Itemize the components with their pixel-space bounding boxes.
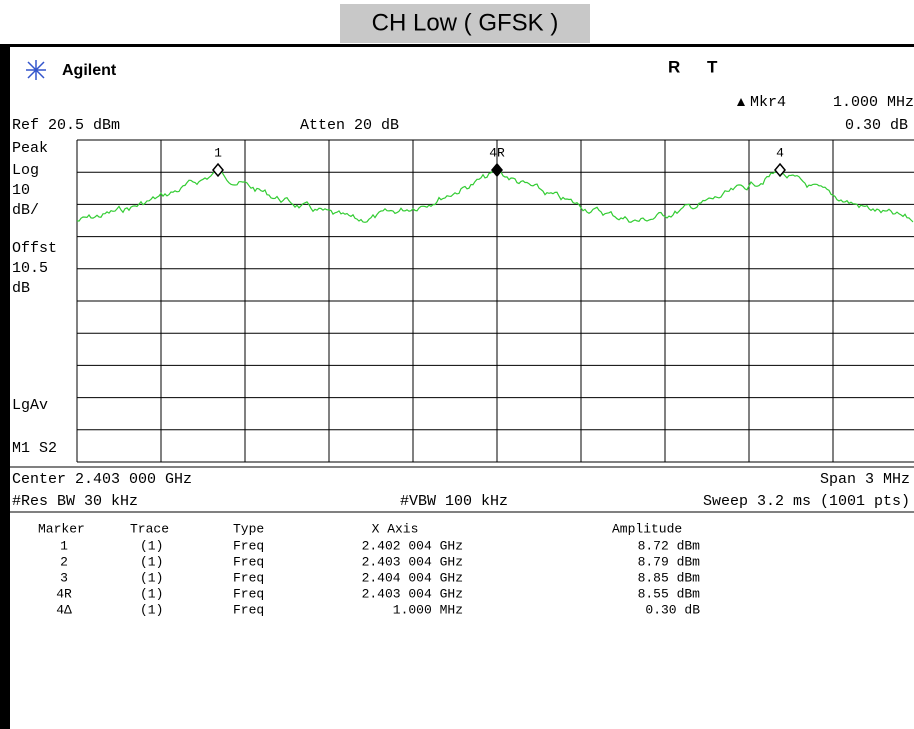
scale-label: LgAv xyxy=(12,397,48,414)
scale-label: Offst xyxy=(12,240,57,257)
graticule xyxy=(76,139,914,463)
table-cell: 1 xyxy=(60,538,68,553)
res-bw: #Res BW 30 kHz xyxy=(12,493,138,510)
marker-label: 4 xyxy=(776,145,784,160)
trace xyxy=(76,168,914,223)
table-header: Type xyxy=(233,521,264,536)
title-box xyxy=(340,4,590,43)
marker-name: Mkr4 xyxy=(750,94,786,111)
scale-label: Peak xyxy=(12,140,48,157)
frame-top xyxy=(0,44,914,47)
marker-value: 1.000 MHz xyxy=(833,94,914,111)
table-cell: 8.85 dBm xyxy=(638,570,701,585)
table-header: X Axis xyxy=(372,521,419,536)
table-cell: 8.55 dBm xyxy=(638,586,701,601)
table-cell: Freq xyxy=(233,602,264,617)
center-freq: Center 2.403 000 GHz xyxy=(12,471,192,488)
marker-diamond xyxy=(212,162,224,178)
table-header: Amplitude xyxy=(612,521,682,536)
brand: Agilent xyxy=(62,62,117,79)
table-cell: 4Δ xyxy=(56,602,72,617)
table-cell: 8.79 dBm xyxy=(638,554,701,569)
table-cell: 4R xyxy=(56,586,72,601)
table-cell: 2.404 004 GHz xyxy=(362,570,463,585)
title: CH Low ( GFSK ) xyxy=(372,9,559,36)
marker-label: 1 xyxy=(214,145,222,160)
scale-label: dB/ xyxy=(12,202,39,219)
table-cell: 3 xyxy=(60,570,68,585)
marker-delta: 0.30 dB xyxy=(845,117,908,134)
scale-label: M1 S2 xyxy=(12,440,57,457)
table-header: Trace xyxy=(130,521,169,536)
table-cell: (1) xyxy=(140,538,163,553)
scale-label: 10 xyxy=(12,182,30,199)
frame-left xyxy=(0,44,10,729)
marker-diamond xyxy=(491,162,503,178)
delta-icon xyxy=(737,98,745,106)
table-cell: 2 xyxy=(60,554,68,569)
scale-label: dB xyxy=(12,280,30,297)
table-cell: 2.403 004 GHz xyxy=(362,586,463,601)
table-cell: 1.000 MHz xyxy=(393,602,463,617)
table-header: Marker xyxy=(38,521,85,536)
table-cell: (1) xyxy=(140,570,163,585)
span: Span 3 MHz xyxy=(820,471,910,488)
marker-label: 4R xyxy=(489,145,505,160)
table-cell: (1) xyxy=(140,602,163,617)
status: R xyxy=(668,57,680,76)
vbw: #VBW 100 kHz xyxy=(400,493,508,510)
scale-label: 10.5 xyxy=(12,260,48,277)
marker-table: Marker Trace Type X Axis Amplitude 1 (1) Freq 2.… xyxy=(38,521,700,617)
table-cell: Freq xyxy=(233,586,264,601)
table-cell: Freq xyxy=(233,538,264,553)
table-cell: Freq xyxy=(233,570,264,585)
table-cell: 2.403 004 GHz xyxy=(362,554,463,569)
attenuation: Atten 20 dB xyxy=(300,117,399,134)
table-cell: Freq xyxy=(233,554,264,569)
ref-level: Ref 20.5 dBm xyxy=(12,117,120,134)
logo xyxy=(26,60,46,80)
table-cell: (1) xyxy=(140,586,163,601)
scale-label: Log xyxy=(12,162,39,179)
marker-diamond xyxy=(774,162,786,178)
sweep: Sweep 3.2 ms (1001 pts) xyxy=(703,493,910,510)
status: T xyxy=(707,57,718,76)
table-cell: (1) xyxy=(140,554,163,569)
table-cell: 0.30 dB xyxy=(645,602,700,617)
table-cell: 2.402 004 GHz xyxy=(362,538,463,553)
table-cell: 8.72 dBm xyxy=(638,538,701,553)
